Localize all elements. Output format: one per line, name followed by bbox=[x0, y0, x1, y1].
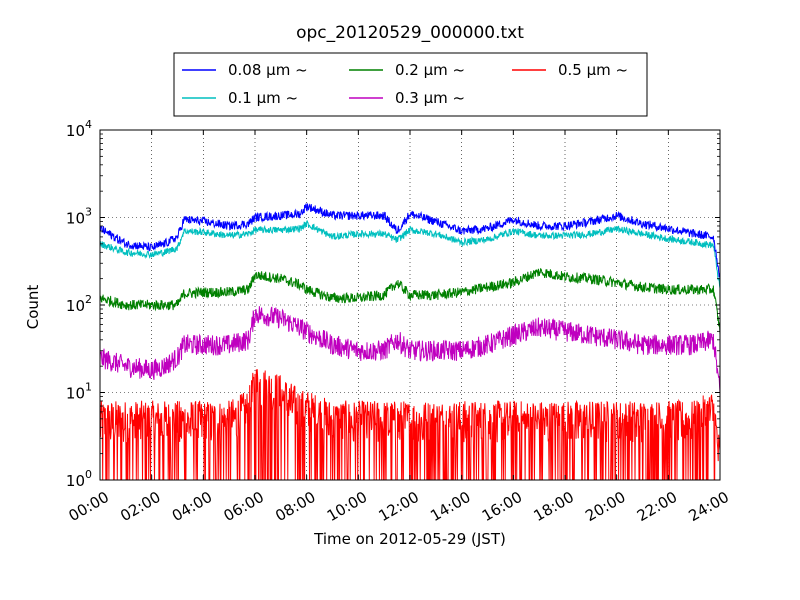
series-line-4 bbox=[99, 369, 721, 481]
x-tick-label: 14:00 bbox=[427, 488, 473, 525]
x-tick-label: 12:00 bbox=[376, 488, 422, 525]
legend-label-1: 0.1 μm ~ bbox=[228, 89, 298, 107]
y-tick-base: 10 bbox=[66, 472, 85, 490]
chart-title: opc_20120529_000000.txt bbox=[296, 23, 524, 43]
x-tick-label: 08:00 bbox=[272, 488, 318, 525]
x-tick-label: 04:00 bbox=[169, 488, 215, 525]
y-tick-base: 10 bbox=[66, 210, 85, 228]
y-tick-exponent: 3 bbox=[85, 206, 92, 219]
y-tick-exponent: 1 bbox=[85, 381, 92, 394]
x-tick-label: 20:00 bbox=[582, 488, 628, 525]
x-tick-label: 06:00 bbox=[221, 488, 267, 525]
y-tick-label: 103 bbox=[66, 206, 92, 228]
legend-label-0: 0.08 μm ~ bbox=[228, 61, 308, 79]
series-line-3 bbox=[99, 306, 721, 393]
y-tick-exponent: 0 bbox=[85, 468, 92, 481]
series-line-1 bbox=[99, 220, 721, 289]
y-tick-label: 101 bbox=[66, 381, 92, 403]
legend-label-4: 0.5 μm ~ bbox=[558, 61, 628, 79]
y-tick-exponent: 4 bbox=[85, 118, 92, 131]
x-tick-label: 02:00 bbox=[117, 488, 163, 525]
series-line-2 bbox=[99, 267, 721, 335]
y-axis-label: Count bbox=[24, 285, 42, 330]
y-tick-label: 100 bbox=[66, 468, 92, 490]
series-line-0 bbox=[99, 202, 721, 281]
legend-label-3: 0.3 μm ~ bbox=[395, 89, 465, 107]
y-tick-exponent: 2 bbox=[85, 293, 92, 306]
y-tick-label: 102 bbox=[66, 293, 92, 315]
y-tick-base: 10 bbox=[66, 297, 85, 315]
legend-label-2: 0.2 μm ~ bbox=[395, 61, 465, 79]
legend: 0.08 μm ~ 0.1 μm ~ 0.2 μm ~ 0.3 μm ~ 0.5 μm … bbox=[173, 52, 648, 117]
y-tick-base: 10 bbox=[66, 122, 85, 140]
x-axis-label: Time on 2012-05-29 (JST) bbox=[313, 530, 506, 548]
x-tick-label: 18:00 bbox=[531, 488, 577, 525]
x-tick-label: 00:00 bbox=[66, 488, 112, 525]
y-tick-label: 104 bbox=[66, 118, 92, 140]
x-tick-label: 10:00 bbox=[324, 488, 370, 525]
legend-box bbox=[173, 52, 648, 117]
x-tick-label: 24:00 bbox=[686, 488, 732, 525]
x-tick-label: 16:00 bbox=[479, 488, 525, 525]
plot-area bbox=[99, 202, 721, 481]
x-tick-label: 22:00 bbox=[634, 488, 680, 525]
y-tick-base: 10 bbox=[66, 385, 85, 403]
